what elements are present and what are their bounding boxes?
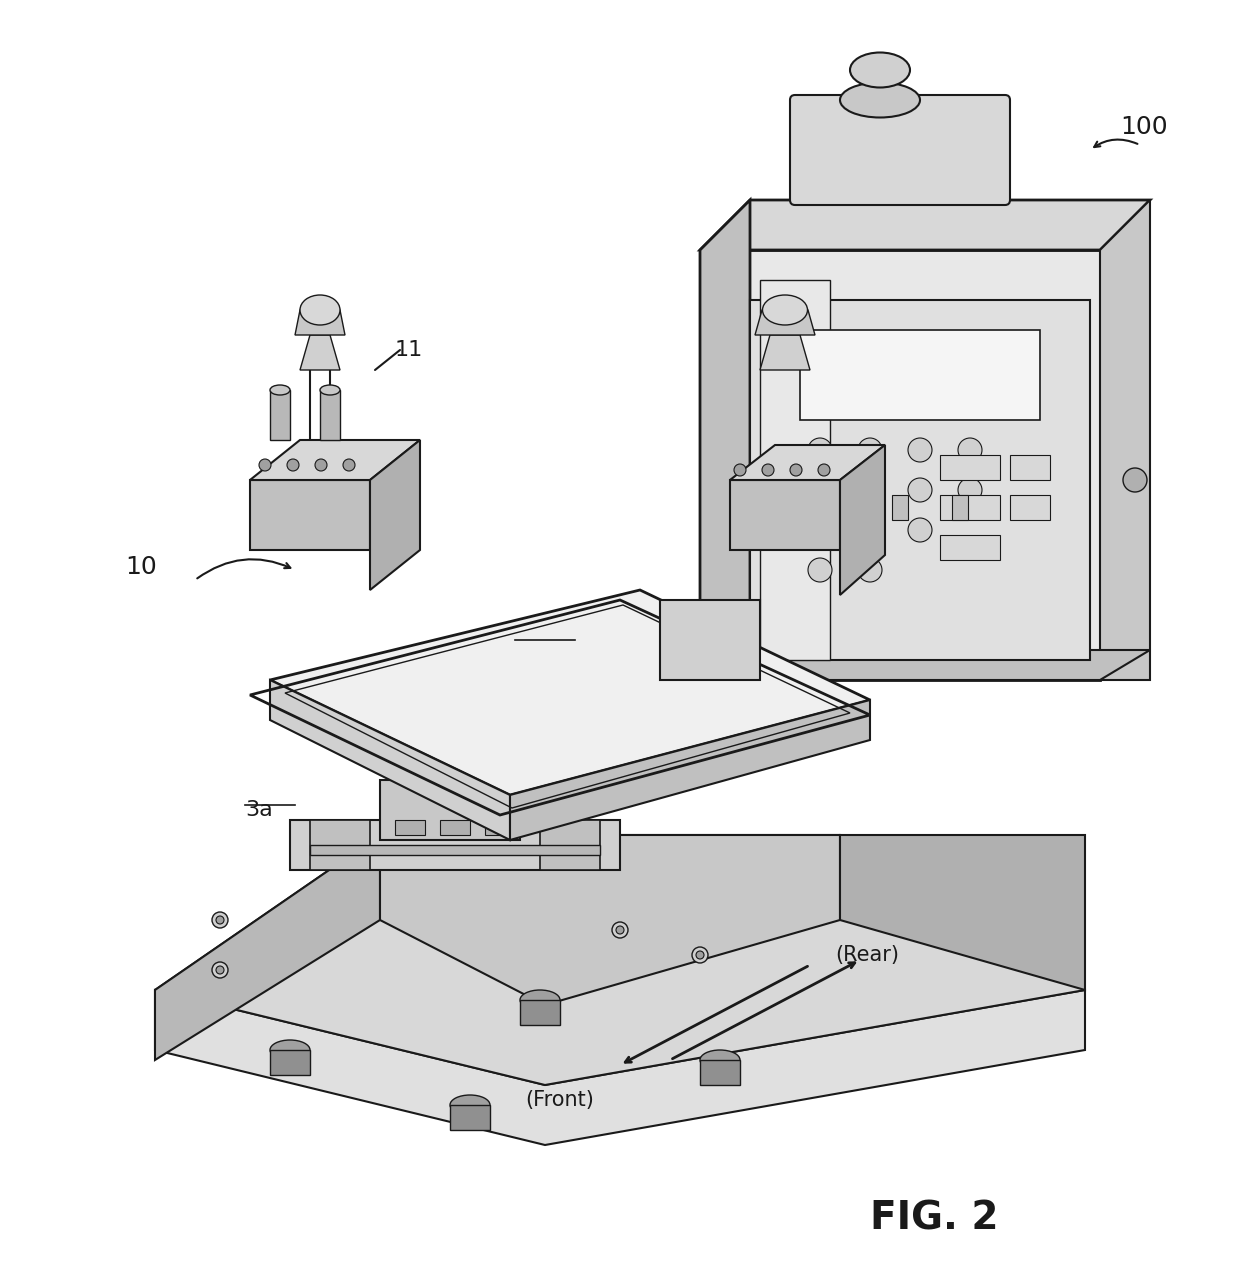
Circle shape	[858, 518, 882, 542]
Polygon shape	[750, 300, 1090, 660]
Circle shape	[959, 478, 982, 502]
Bar	[396, 820, 425, 835]
Bar	[952, 495, 968, 520]
Circle shape	[908, 518, 932, 542]
Polygon shape	[295, 310, 345, 335]
Polygon shape	[701, 650, 1149, 680]
Circle shape	[763, 464, 774, 476]
Polygon shape	[250, 440, 420, 479]
Polygon shape	[290, 820, 620, 870]
Bar	[1011, 495, 1050, 520]
Circle shape	[692, 947, 708, 963]
Ellipse shape	[839, 83, 920, 117]
Ellipse shape	[270, 1040, 310, 1060]
Polygon shape	[839, 835, 1085, 989]
Text: FIG. 2: FIG. 2	[870, 1200, 998, 1238]
Polygon shape	[370, 440, 420, 590]
Bar	[450, 1105, 490, 1130]
Text: (Front): (Front)	[525, 1090, 594, 1111]
Polygon shape	[730, 479, 839, 550]
Ellipse shape	[300, 295, 340, 325]
Polygon shape	[660, 601, 760, 680]
Polygon shape	[310, 845, 600, 856]
Bar	[1011, 455, 1050, 479]
Circle shape	[216, 915, 224, 924]
Ellipse shape	[270, 385, 290, 395]
Bar	[940, 495, 999, 520]
Circle shape	[808, 518, 832, 542]
Circle shape	[959, 439, 982, 462]
Circle shape	[616, 926, 624, 935]
Polygon shape	[379, 780, 520, 840]
Text: (Rear): (Rear)	[835, 945, 899, 965]
Polygon shape	[379, 835, 839, 1005]
Bar	[892, 495, 908, 520]
Text: 3a: 3a	[246, 799, 273, 820]
Circle shape	[613, 922, 627, 938]
Polygon shape	[155, 989, 1085, 1145]
Circle shape	[259, 459, 272, 470]
Polygon shape	[1100, 200, 1149, 680]
Circle shape	[858, 558, 882, 581]
Text: 10: 10	[125, 555, 156, 579]
Circle shape	[808, 439, 832, 462]
Bar	[270, 390, 290, 440]
Ellipse shape	[701, 1051, 740, 1070]
Ellipse shape	[320, 385, 340, 395]
Polygon shape	[755, 310, 815, 335]
Text: 11a: 11a	[520, 630, 560, 650]
Bar	[520, 1000, 560, 1025]
Polygon shape	[800, 99, 999, 200]
Circle shape	[696, 951, 704, 959]
Circle shape	[790, 464, 802, 476]
Circle shape	[1123, 468, 1147, 492]
Polygon shape	[270, 590, 870, 796]
Circle shape	[908, 478, 932, 502]
Polygon shape	[155, 835, 379, 1060]
Circle shape	[808, 558, 832, 581]
Polygon shape	[300, 335, 340, 370]
Ellipse shape	[450, 1095, 490, 1116]
Polygon shape	[760, 280, 830, 660]
Circle shape	[858, 478, 882, 502]
Bar	[940, 455, 999, 479]
Ellipse shape	[763, 295, 807, 325]
Polygon shape	[701, 200, 750, 680]
Circle shape	[216, 966, 224, 974]
Polygon shape	[539, 820, 600, 870]
Polygon shape	[155, 835, 1085, 1085]
Circle shape	[212, 963, 228, 978]
Ellipse shape	[849, 52, 910, 88]
Bar	[440, 820, 470, 835]
Polygon shape	[701, 200, 1149, 250]
Circle shape	[808, 478, 832, 502]
Text: 11: 11	[396, 340, 423, 360]
Bar	[940, 536, 999, 560]
Polygon shape	[310, 820, 370, 870]
Bar	[270, 1051, 310, 1075]
Polygon shape	[730, 445, 885, 479]
Circle shape	[343, 459, 355, 470]
Polygon shape	[270, 680, 510, 840]
Circle shape	[818, 464, 830, 476]
Circle shape	[286, 459, 299, 470]
Circle shape	[315, 459, 327, 470]
Circle shape	[734, 464, 746, 476]
Bar	[485, 820, 515, 835]
Circle shape	[908, 439, 932, 462]
Polygon shape	[839, 445, 885, 595]
Bar	[701, 1060, 740, 1085]
Polygon shape	[800, 330, 1040, 419]
FancyBboxPatch shape	[790, 96, 1011, 205]
Ellipse shape	[520, 989, 560, 1010]
Text: 100: 100	[1120, 115, 1168, 139]
Circle shape	[212, 912, 228, 928]
Polygon shape	[701, 250, 1100, 680]
Circle shape	[858, 439, 882, 462]
Polygon shape	[510, 700, 870, 840]
Polygon shape	[760, 335, 810, 370]
Bar	[320, 390, 340, 440]
Polygon shape	[250, 479, 370, 550]
